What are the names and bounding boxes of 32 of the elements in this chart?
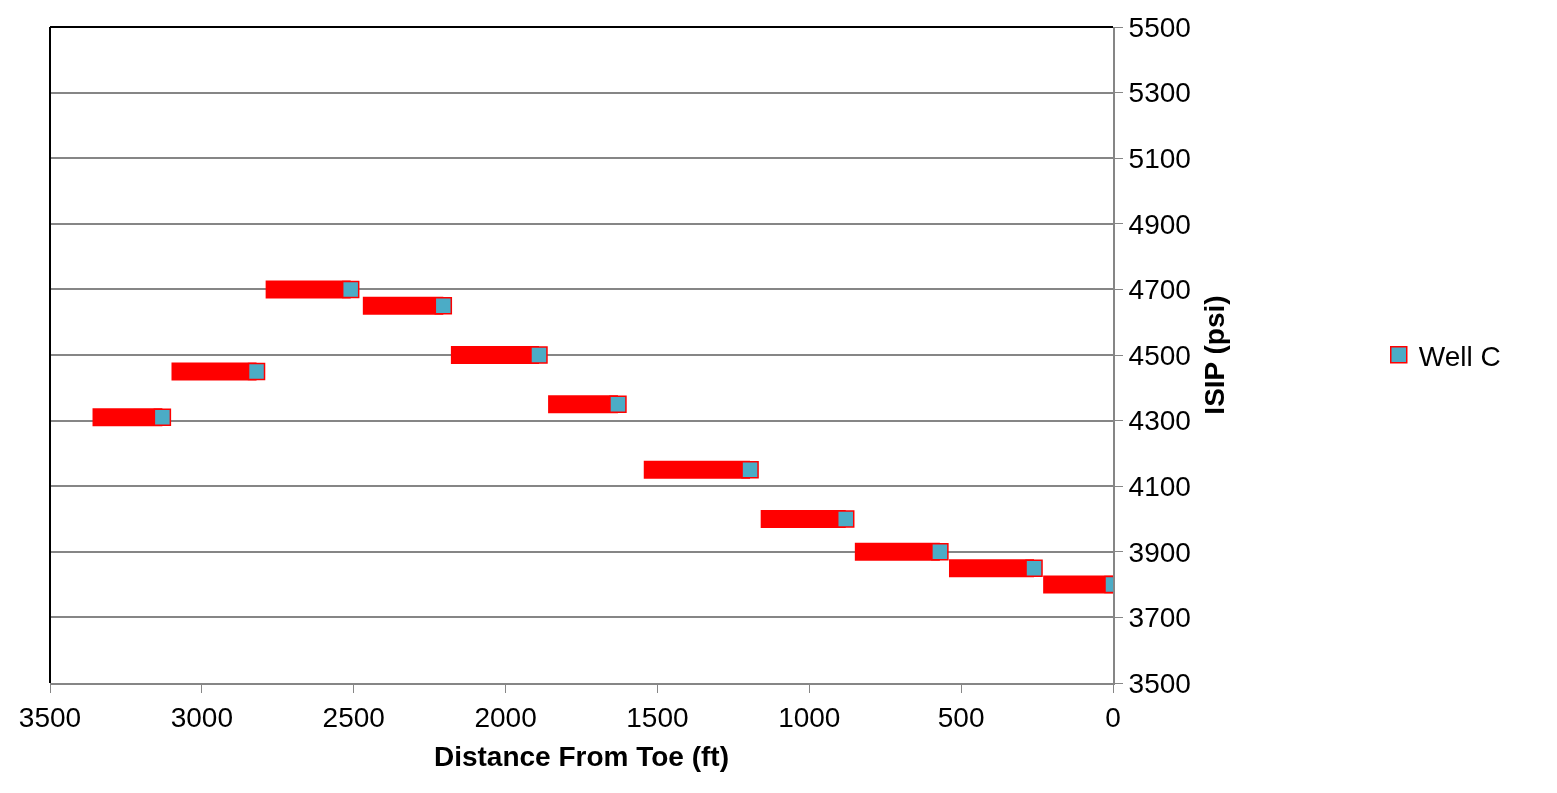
y-tick-label: 3500 bbox=[1128, 667, 1191, 699]
point bbox=[741, 461, 759, 479]
y-tick-label: 4500 bbox=[1128, 339, 1191, 371]
x-tick-label: 1000 bbox=[778, 701, 841, 733]
point bbox=[1025, 559, 1043, 577]
y-tick-label: 4700 bbox=[1128, 274, 1191, 306]
point bbox=[931, 543, 949, 561]
point bbox=[609, 395, 627, 413]
point bbox=[247, 362, 266, 381]
point bbox=[530, 346, 548, 364]
legend-label: Well C bbox=[1418, 340, 1501, 372]
x-tick-label: 2500 bbox=[322, 701, 385, 733]
x-tick-label: 0 bbox=[1105, 701, 1121, 733]
x-tick-label: 500 bbox=[937, 701, 985, 733]
y-tick-label: 5500 bbox=[1128, 11, 1191, 43]
x-axis-title: Distance From Toe (ft) bbox=[433, 741, 730, 773]
x-tick-label: 1500 bbox=[626, 701, 689, 733]
point bbox=[341, 280, 360, 299]
x-tick-label: 3000 bbox=[170, 701, 234, 733]
y-axis-title: ISIP (psi) bbox=[1199, 295, 1231, 415]
point bbox=[434, 297, 453, 315]
y-tick-label: 3700 bbox=[1128, 602, 1191, 634]
point bbox=[836, 510, 855, 528]
y-tick-label: 4300 bbox=[1128, 405, 1191, 437]
x-tick-label: 2000 bbox=[474, 701, 537, 733]
y-tick-label: 3900 bbox=[1128, 536, 1191, 568]
point bbox=[153, 408, 172, 427]
y-tick-label: 4900 bbox=[1128, 208, 1191, 240]
y-tick-label: 5300 bbox=[1128, 77, 1191, 109]
x-tick-label: 3500 bbox=[18, 701, 82, 733]
y-tick-label: 4100 bbox=[1128, 471, 1191, 502]
y-tick-label: 5100 bbox=[1128, 143, 1191, 174]
